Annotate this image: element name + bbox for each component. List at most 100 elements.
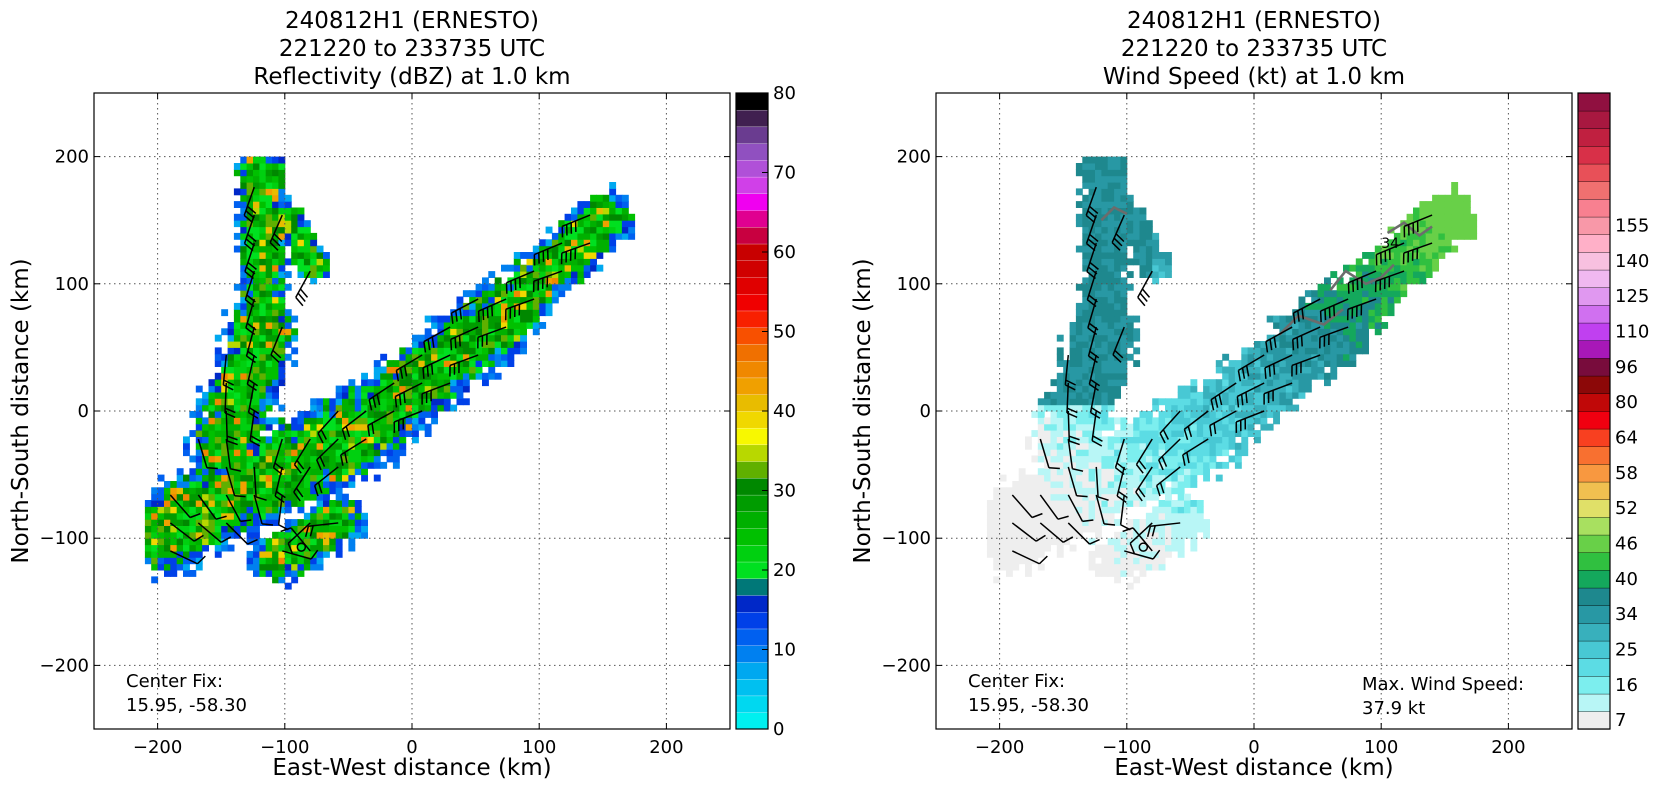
wind-cell — [1413, 207, 1420, 215]
echo-cell — [278, 404, 286, 412]
wind-cell — [1241, 347, 1249, 355]
wind-cell — [1324, 353, 1331, 361]
echo-cell — [297, 538, 305, 546]
echo-cell — [475, 290, 483, 298]
echo-cell — [545, 239, 553, 247]
echo-cell — [265, 353, 273, 361]
wind-cell — [1241, 366, 1249, 374]
echo-cell — [272, 347, 279, 355]
echo-cell — [240, 455, 248, 463]
echo-cell — [469, 347, 477, 355]
barb-flag — [1091, 407, 1102, 415]
echo-cell — [214, 525, 222, 533]
echo-cell — [253, 277, 260, 285]
wind-cell — [1133, 544, 1141, 552]
wind-cell — [1012, 563, 1020, 571]
echo-cell — [628, 213, 636, 221]
wind-cell — [1120, 538, 1128, 546]
wind-cell — [1158, 557, 1166, 565]
wind-cell — [1330, 372, 1338, 380]
wind-cell — [1425, 252, 1433, 259]
wind-cell — [986, 512, 994, 520]
barb-flag — [1268, 365, 1271, 377]
barb-flag — [1158, 459, 1164, 471]
wind-cell — [1451, 213, 1459, 221]
wind-cell — [1273, 404, 1280, 412]
wind-cell — [1050, 512, 1058, 520]
wind-cell — [1228, 430, 1236, 437]
wind-cell — [1088, 169, 1096, 177]
echo-cell — [253, 188, 260, 196]
echo-cell — [272, 531, 279, 539]
echo-cell — [240, 264, 248, 272]
wind-cell — [1107, 309, 1115, 317]
wind-cell — [1082, 411, 1090, 418]
wind-cell — [1419, 207, 1427, 215]
wind-cell — [1203, 423, 1210, 431]
echo-cell — [418, 372, 426, 380]
echo-cell — [265, 207, 273, 215]
wind-cell — [1177, 512, 1185, 520]
wind-cell — [1158, 461, 1166, 469]
echo-cell — [253, 519, 260, 526]
wind-cell — [1082, 232, 1090, 240]
barb-flag — [477, 310, 480, 323]
barb-flag — [304, 526, 310, 538]
wind-cell — [1273, 322, 1280, 329]
echo-cell — [265, 474, 273, 482]
wind-cell — [1082, 353, 1090, 361]
echo-cell — [577, 239, 585, 247]
wind-cell — [1139, 493, 1147, 501]
echo-cell — [259, 563, 267, 571]
wind-cell — [1177, 506, 1185, 514]
wind-cell — [1158, 252, 1166, 259]
wind-cell — [1324, 283, 1331, 291]
wind-cell — [1037, 449, 1045, 457]
wind-cell — [1095, 258, 1102, 266]
wind-cell — [1355, 334, 1363, 342]
echo-cell — [551, 296, 559, 304]
barb-flag — [1116, 495, 1127, 503]
echo-cell — [291, 220, 299, 228]
wind-cell — [1145, 455, 1153, 463]
echo-cell — [202, 442, 209, 450]
wind-cell — [1234, 385, 1242, 393]
wind-cell — [1095, 347, 1102, 355]
wind-cell — [1234, 461, 1242, 469]
echo-cell — [405, 398, 413, 406]
echo-cell — [195, 417, 203, 425]
echo-cell — [259, 302, 267, 310]
wind-cell — [1336, 341, 1344, 348]
echo-cell — [469, 290, 477, 298]
y-tick-label: −200 — [882, 655, 931, 676]
wind-cell — [993, 576, 1001, 584]
barb-flag — [189, 512, 201, 519]
echo-cell — [507, 328, 515, 336]
echo-cell — [195, 512, 203, 520]
wind-cell — [1177, 430, 1185, 437]
colorbar-swatch — [1577, 251, 1611, 271]
echo-cell — [342, 493, 349, 501]
echo-cell — [227, 334, 235, 342]
colorbar-swatch — [1577, 145, 1611, 165]
wind-cell — [1082, 309, 1090, 317]
echo-cell — [462, 302, 470, 310]
echo-cell — [424, 315, 432, 323]
wind-cell — [1260, 372, 1268, 380]
wind-cell — [1133, 468, 1141, 476]
barb-flag — [1319, 310, 1322, 323]
echo-cell — [233, 385, 241, 393]
echo-cell — [240, 391, 248, 399]
wind-cell — [1095, 341, 1102, 348]
echo-cell — [151, 563, 159, 571]
wind-cell — [1120, 182, 1128, 189]
echo-cell — [482, 379, 489, 387]
echo-cell — [227, 430, 235, 437]
echo-cell — [176, 506, 184, 514]
wind-cell — [1120, 283, 1128, 291]
wind-cell — [1082, 296, 1090, 304]
barb-flag — [234, 495, 246, 498]
wind-cell — [1075, 322, 1083, 329]
echo-cell — [310, 239, 318, 247]
wind-cell — [1400, 277, 1408, 285]
